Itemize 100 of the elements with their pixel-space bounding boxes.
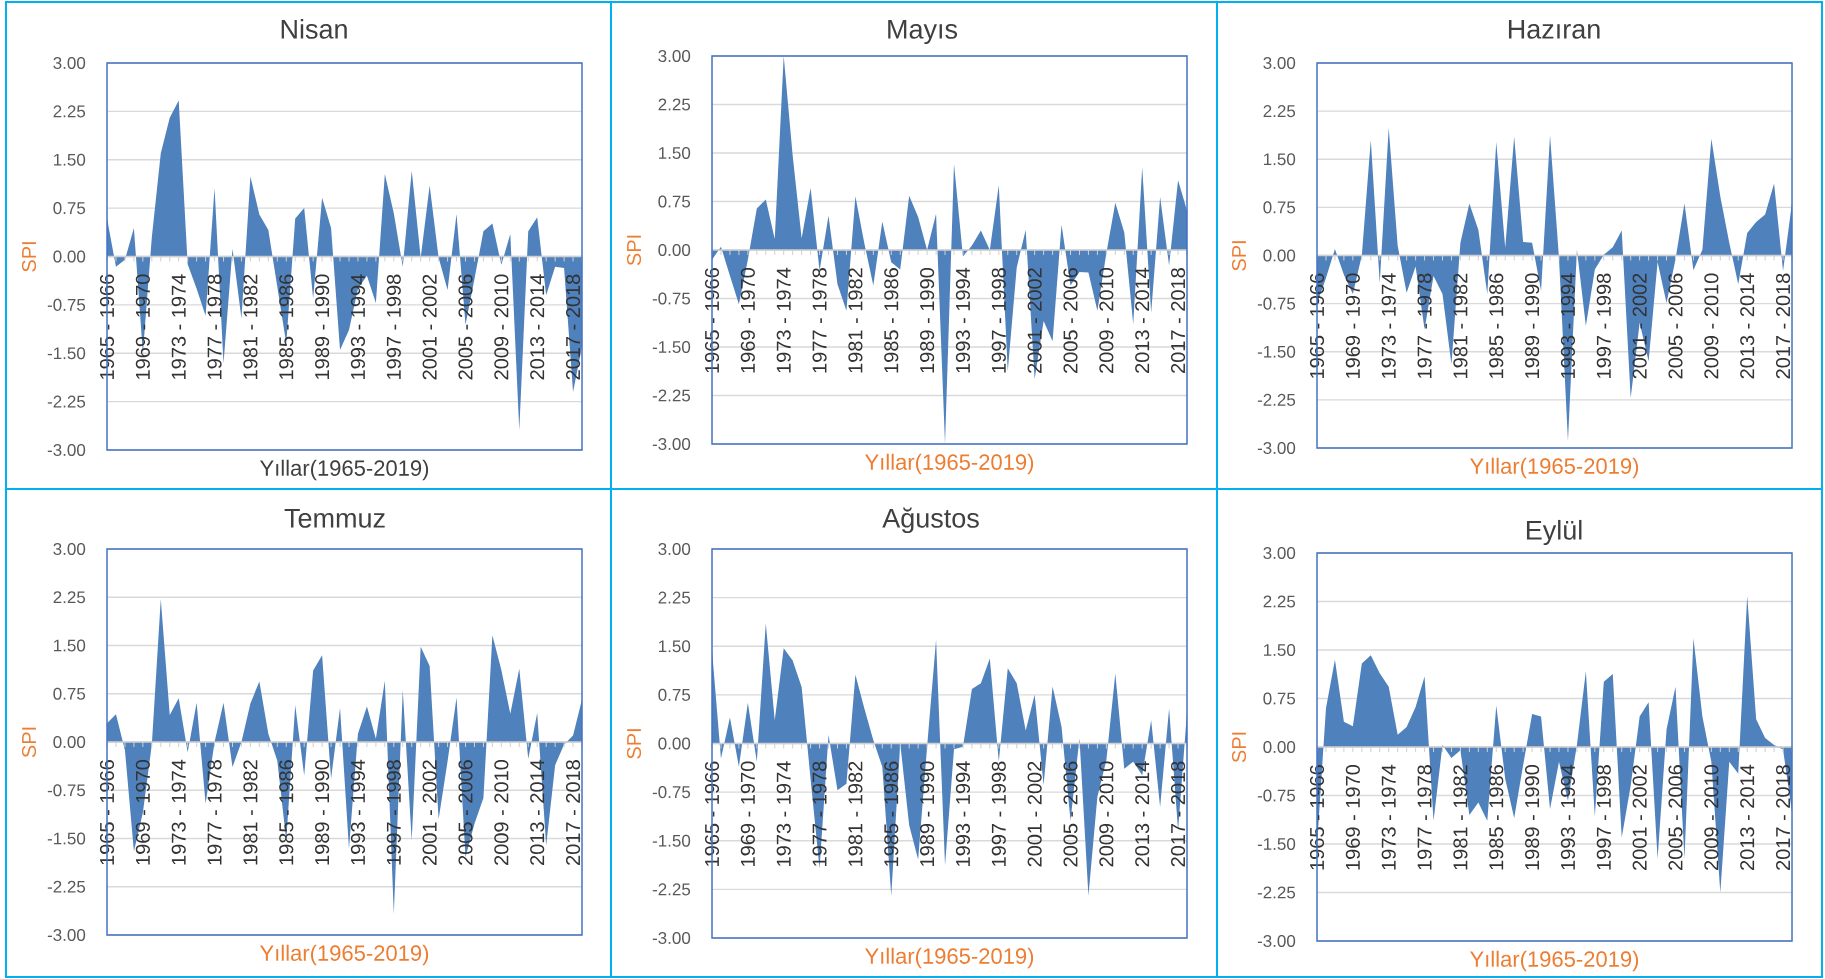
y-tick-label: -3.00	[652, 437, 691, 451]
y-tick-label: 1.50	[54, 153, 86, 166]
x-tick-label: 2001 - 2002	[422, 274, 437, 380]
x-tick-label: 2017 - 2018	[565, 760, 581, 865]
y-tick-label: -0.75	[47, 298, 86, 311]
y-tick-label: -2.25	[47, 395, 86, 408]
y-tick-label: -2.25	[1257, 886, 1296, 899]
x-tick-label: 1965 - 1966	[1309, 273, 1325, 378]
x-tick-label: 1997 - 1998	[1596, 765, 1611, 870]
y-tick-label: 0.00	[1263, 249, 1296, 262]
y-tick-label: 0.75	[658, 688, 691, 701]
x-tick-label: 1985 - 1986	[884, 268, 899, 373]
x-tick-label: 1973 - 1974	[171, 274, 186, 379]
y-tick-label: -0.75	[1257, 789, 1296, 802]
y-tick-label: -1.50	[47, 832, 86, 845]
y-tick-label: -1.50	[652, 340, 691, 354]
x-tick-label: 1965 - 1966	[704, 268, 720, 373]
y-tick-label: 3.00	[1263, 56, 1296, 70]
x-tick-label: 1985 - 1986	[1489, 273, 1504, 378]
x-tick-label: 2017 - 2018	[1775, 765, 1791, 870]
x-axis-title: Yıllar(1965-2019)	[865, 947, 1034, 969]
y-tick-label: 0.00	[1263, 740, 1296, 754]
x-tick-label: 1981 - 1982	[243, 760, 258, 865]
x-axis-title: Yıllar(1965-2019)	[260, 944, 429, 966]
x-tick-label: 1993 - 1994	[1560, 273, 1576, 378]
x-tick-label: 1997 - 1998	[1596, 273, 1611, 378]
x-tick-label: 1977 - 1978	[207, 760, 222, 865]
x-axis-title: Yıllar(1965-2019)	[865, 453, 1034, 475]
x-tick-label: 1993 - 1994	[350, 759, 366, 865]
x-tick-label: 1989 - 1990	[315, 274, 330, 379]
y-tick-label: 1.50	[1264, 643, 1296, 657]
x-tick-label: 1985 - 1986	[1489, 765, 1504, 870]
x-tick-label: 2013 - 2014	[530, 274, 545, 380]
x-tick-label: 1969 - 1970	[1345, 273, 1360, 378]
y-tick-label: 0.00	[658, 737, 691, 750]
x-tick-label: 2013 - 2014	[1135, 761, 1150, 867]
x-tick-label: 1985 - 1986	[279, 274, 294, 379]
x-tick-label: 1969 - 1970	[1345, 765, 1360, 870]
y-axis-title: SPI	[1231, 241, 1247, 271]
x-tick-label: 2001 - 2002	[422, 760, 437, 865]
x-tick-label: 1997 - 1998	[386, 274, 401, 379]
x-tick-label: 1989 - 1990	[1525, 765, 1540, 870]
x-tick-label: 1965 - 1966	[1309, 765, 1325, 870]
y-axis-title: SPI	[626, 235, 642, 266]
x-axis-title: Yıllar(1965-2019)	[1470, 950, 1639, 972]
chart-title: Mayıs	[888, 19, 958, 45]
y-tick-label: 1.50	[659, 640, 691, 653]
y-tick-label: 3.00	[53, 542, 86, 556]
y-tick-label: 2.25	[53, 591, 86, 604]
x-tick-label: 2009 - 2010	[1704, 765, 1719, 870]
x-tick-label: 1989 - 1990	[920, 268, 935, 373]
x-tick-label: 2005 - 2006	[1668, 273, 1683, 379]
x-tick-label: 1981 - 1982	[848, 268, 863, 373]
x-tick-label: 1977 - 1978	[1417, 765, 1432, 870]
x-tick-label: 1993 - 1994	[955, 761, 971, 866]
y-tick-label: 1.50	[659, 146, 691, 160]
y-tick-label: 3.00	[658, 49, 691, 63]
chart-title: Ağustos	[882, 507, 979, 534]
y-tick-label: -3.00	[47, 928, 86, 942]
x-tick-label: 2009 - 2010	[494, 274, 509, 380]
y-tick-label: 0.75	[1263, 692, 1296, 705]
y-tick-label: 1.50	[54, 639, 86, 652]
x-tick-label: 2017 - 2018	[1170, 268, 1186, 373]
x-tick-label: 1977 - 1978	[207, 274, 222, 379]
x-tick-label: 1981 - 1982	[848, 761, 863, 866]
y-tick-label: -3.00	[652, 931, 691, 945]
y-tick-label: -0.75	[47, 784, 86, 797]
x-tick-label: 2005 - 2006	[1063, 268, 1078, 373]
x-tick-label: 1973 - 1974	[776, 267, 791, 373]
y-tick-label: 0.00	[53, 250, 86, 263]
x-tick-label: 1997 - 1998	[386, 760, 401, 865]
y-axis-title: SPI	[1231, 732, 1247, 763]
x-tick-label: 2017 - 2018	[565, 274, 581, 380]
x-axis-title: Yıllar(1965-2019)	[260, 459, 429, 481]
y-tick-label: -1.50	[47, 347, 86, 360]
x-tick-label: 2009 - 2010	[494, 760, 509, 865]
y-axis-title: SPI	[21, 727, 37, 758]
x-tick-label: 2005 - 2006	[458, 760, 473, 865]
x-tick-label: 1969 - 1970	[740, 761, 755, 866]
y-tick-label: 0.00	[53, 735, 86, 749]
y-tick-label: -0.75	[652, 292, 691, 305]
y-tick-label: -0.75	[1257, 297, 1296, 310]
x-tick-label: 2009 - 2010	[1704, 273, 1719, 379]
y-axis-title: SPI	[21, 242, 37, 272]
y-tick-label: -2.25	[1257, 393, 1296, 406]
x-tick-label: 2001 - 2002	[1632, 273, 1647, 379]
y-tick-label: -3.00	[47, 443, 86, 457]
y-tick-label: 2.25	[53, 105, 86, 118]
y-tick-label: 3.00	[53, 56, 86, 70]
y-tick-label: 2.25	[1263, 595, 1296, 608]
chart-title: Hazıran	[1508, 19, 1600, 39]
x-tick-label: 2001 - 2002	[1027, 268, 1042, 373]
y-tick-label: 1.50	[1264, 153, 1296, 166]
x-tick-label: 1969 - 1970	[740, 268, 755, 373]
x-tick-label: 2013 - 2014	[530, 759, 545, 865]
x-tick-label: 2013 - 2014	[1740, 764, 1755, 870]
x-tick-label: 1989 - 1990	[1525, 273, 1540, 378]
x-tick-label: 1981 - 1982	[243, 274, 258, 379]
x-tick-label: 1989 - 1990	[920, 761, 935, 866]
y-tick-label: -1.50	[1257, 837, 1296, 851]
